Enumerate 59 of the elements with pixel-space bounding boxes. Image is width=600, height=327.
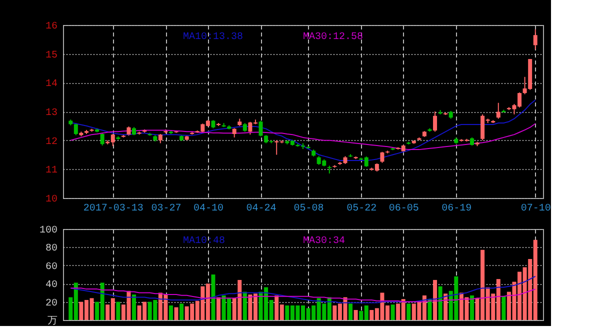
y-tick-label: 40 — [45, 280, 58, 292]
bar — [116, 302, 120, 320]
text: MA10:48 — [183, 236, 226, 247]
bar — [438, 286, 442, 320]
bar — [132, 294, 136, 320]
bar — [470, 295, 474, 320]
candlestick — [433, 111, 438, 132]
candlestick — [327, 165, 332, 174]
candlestick — [74, 122, 78, 136]
candlestick — [496, 102, 500, 120]
line-series — [70, 99, 536, 162]
y-tick-label: 16 — [45, 22, 58, 32]
candlestick — [158, 133, 162, 144]
y-tick-label: 60 — [45, 262, 58, 273]
x-tick-label: 05-08 — [294, 204, 324, 214]
bar — [444, 294, 448, 320]
bar — [211, 274, 216, 320]
bar — [168, 305, 173, 320]
bar — [433, 280, 438, 320]
line-series — [70, 276, 536, 304]
bar — [348, 304, 353, 320]
x-tick-label: 03-27 — [151, 204, 182, 214]
y-tick-label: 12 — [45, 136, 58, 148]
text: MA10:13.38 — [183, 32, 244, 43]
bar — [406, 304, 411, 320]
line-series — [70, 288, 536, 302]
x-tick-label: 2017-03-13 — [83, 204, 144, 214]
bar — [390, 304, 395, 320]
bar — [354, 310, 358, 320]
y-tick-label: 万 — [48, 316, 58, 327]
candlestick — [100, 132, 104, 146]
y-tick-label: 14 — [45, 79, 58, 90]
bar — [174, 307, 178, 320]
y-tick-label: 15 — [45, 50, 58, 62]
bar — [428, 299, 432, 320]
bar — [180, 304, 184, 320]
y-tick-label: 100 — [39, 226, 58, 236]
y-tick-label: 20 — [45, 298, 58, 310]
candlestick — [126, 126, 131, 136]
candlestick — [380, 151, 384, 164]
candlestick — [232, 128, 236, 138]
x-tick-label: 05-22 — [346, 204, 377, 214]
text: MA30:12.58 — [303, 32, 364, 43]
y-tick-label: 80 — [45, 244, 58, 255]
x-tick-label: 07-10 — [520, 204, 551, 214]
candlestick — [533, 28, 538, 50]
x-tick-label: 06-05 — [388, 204, 419, 214]
y-tick-label: 13 — [45, 108, 58, 119]
line-series — [70, 123, 536, 150]
x-tick-label: 04-10 — [193, 204, 224, 214]
x-tick-label: 06-19 — [442, 204, 472, 214]
y-tick-label: 11 — [45, 166, 58, 177]
bar — [242, 292, 247, 320]
candlestick — [258, 120, 263, 137]
bar — [502, 296, 506, 320]
x-tick-label: 04-24 — [246, 204, 276, 214]
y-tick-label: 10 — [45, 194, 58, 206]
bar — [216, 297, 221, 320]
text: MA30:34 — [303, 236, 346, 247]
